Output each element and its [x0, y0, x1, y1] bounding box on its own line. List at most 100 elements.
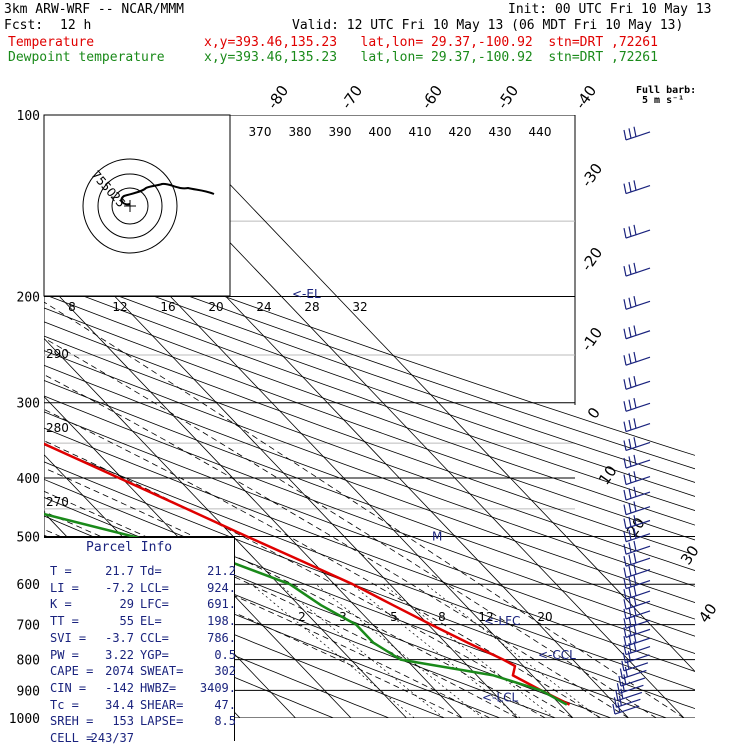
hodograph-scale-tick: 28 — [304, 300, 319, 314]
isotherm-line — [44, 395, 352, 718]
wind-barb-flag — [628, 542, 632, 553]
parcel-info-row: TT = 55 EL= 198. — [50, 614, 236, 628]
parcel-value: -3.7 — [105, 630, 134, 645]
wind-barb — [625, 654, 650, 664]
theta-label: 390 — [329, 125, 352, 139]
pressure-label: 900 — [17, 684, 40, 699]
wind-barb-flag — [628, 576, 632, 588]
wind-barb-flag — [623, 183, 627, 194]
level-marker: M — [432, 529, 442, 543]
wind-barb-flag — [633, 515, 637, 526]
wind-barb-flag — [628, 264, 632, 275]
isotherm-label: 0 — [584, 404, 604, 422]
theta-label: 370 — [249, 125, 272, 139]
isotherm-label: 30 — [677, 542, 703, 568]
wind-barb — [619, 684, 644, 694]
wind-barb-flag — [633, 564, 637, 575]
parcel-value: 302 — [214, 664, 236, 679]
wind-barb — [625, 491, 651, 501]
model-title: 3km ARW-WRF -- NCAR/MMM — [4, 2, 185, 17]
parcel-value: -7.2 — [105, 580, 134, 595]
wind-barb-flag — [628, 587, 632, 598]
parcel-label: CAPE = — [50, 664, 94, 679]
dry-adiabat-line — [44, 307, 695, 541]
wind-barb-flag — [623, 627, 627, 638]
wind-barb-flag — [628, 353, 632, 364]
dry-adiabat-line — [44, 335, 695, 571]
parcel-label: SHEAR= — [140, 697, 184, 712]
wind-barb-flag — [633, 437, 637, 448]
wind-barb-flag — [633, 552, 637, 564]
parcel-info-row: SREH = 153 LAPSE= 8.5 — [50, 714, 236, 728]
wind-barb-flag — [623, 328, 627, 339]
wind-barb — [625, 545, 651, 555]
parcel-info-row: CELL =243/37 — [50, 731, 236, 745]
wind-barb-flag — [628, 456, 632, 467]
level-marker: <-CCL — [538, 648, 576, 662]
parcel-value: 3.22 — [105, 647, 134, 662]
wind-barb-flag — [616, 683, 620, 694]
parcel-label: SWEAT= — [140, 664, 184, 679]
dry-adiabat-line — [44, 267, 695, 497]
isotherm-label: -80 — [264, 82, 293, 112]
wind-barb-flag — [624, 666, 628, 678]
theta-label: 440 — [529, 125, 552, 139]
wind-barb — [622, 669, 647, 680]
wind-barb-flag — [633, 375, 637, 387]
isotherm-label: -10 — [578, 324, 607, 354]
wind-barb — [625, 637, 651, 647]
hodograph-scale-tick: 8 — [68, 300, 76, 314]
wind-barb-flag — [633, 397, 637, 409]
wind-barb-flag — [623, 355, 627, 366]
wind-barb — [625, 356, 651, 366]
wind-barb-column — [612, 126, 651, 715]
wind-barb-flag — [623, 644, 627, 655]
parcel-info-title: Parcel Info — [86, 540, 173, 555]
wind-barb — [625, 380, 651, 390]
parcel-value: 786. — [207, 630, 236, 645]
level-markers: <-EL <-LFC <-CCL <-LCL M — [292, 287, 576, 704]
isotherm-label: 10 — [595, 462, 621, 488]
wind-barb-flag — [628, 181, 632, 193]
wind-barb-flag — [628, 597, 632, 608]
wind-barb-flag — [633, 325, 637, 336]
wind-barb-flag — [633, 528, 637, 539]
isotherm-label: -70 — [338, 82, 367, 112]
hodograph-scale-tick: 20 — [208, 300, 223, 314]
pressure-label: 300 — [17, 397, 40, 412]
wind-barb — [625, 519, 651, 530]
parcel-info-row: LI = -7.2 LCL= 924. — [50, 581, 236, 595]
pressure-label: 800 — [17, 654, 40, 669]
mixing-ratio-line — [425, 583, 600, 718]
mixing-ratio-label: 2 — [298, 610, 306, 624]
dry-adiabat-line — [44, 242, 695, 470]
moist-adiabat-line — [44, 301, 685, 718]
parcel-label: LCL= — [140, 580, 169, 595]
wind-barb — [625, 330, 651, 340]
wind-barb — [625, 423, 651, 433]
wind-barb — [625, 590, 651, 600]
theta-label: 420 — [449, 125, 472, 139]
parcel-info-row: CIN = -142 HWBZ= 3409. — [50, 681, 236, 695]
parcel-value: 21.2 — [207, 564, 236, 578]
level-marker: <-EL — [292, 287, 321, 301]
pressure-label: 400 — [17, 472, 40, 487]
hodograph-scale-tick: 16 — [160, 300, 175, 314]
hodograph-ring — [97, 173, 163, 239]
parcel-info-row: K = 29 LFC= 691. — [50, 597, 236, 611]
parcel-info-row: Tc = 34.4 SHEAR= 47. — [50, 698, 236, 712]
parcel-value: -142 — [105, 680, 134, 695]
wind-barb-flag — [628, 625, 632, 636]
wind-barb-flag — [633, 595, 637, 607]
wind-barb-flag — [627, 651, 631, 662]
parcel-value: 0.5 — [214, 647, 236, 662]
wind-barb-flag — [633, 605, 637, 616]
parcel-value: 2074 — [105, 664, 134, 679]
parcel-value: 243/37 — [90, 731, 134, 745]
parcel-label: Td= — [140, 564, 162, 578]
wind-barb-flag — [633, 641, 637, 652]
parcel-label: LAPSE= — [140, 714, 184, 729]
parcel-value: 153 — [112, 714, 134, 729]
pressure-label: 1000 — [9, 712, 40, 727]
